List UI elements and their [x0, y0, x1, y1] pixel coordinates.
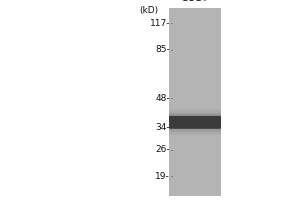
Text: COS7: COS7	[181, 0, 209, 3]
Bar	[169, 8, 221, 196]
FancyBboxPatch shape	[169, 116, 221, 129]
FancyBboxPatch shape	[169, 113, 221, 132]
Text: 34-: 34-	[155, 123, 170, 132]
Text: 19-: 19-	[155, 172, 170, 181]
Text: 26-: 26-	[155, 145, 170, 154]
Text: 48-: 48-	[155, 94, 170, 103]
Text: 85-: 85-	[155, 45, 170, 54]
Text: 117-: 117-	[149, 19, 170, 28]
FancyBboxPatch shape	[169, 110, 221, 135]
Text: (kD): (kD)	[139, 6, 158, 15]
